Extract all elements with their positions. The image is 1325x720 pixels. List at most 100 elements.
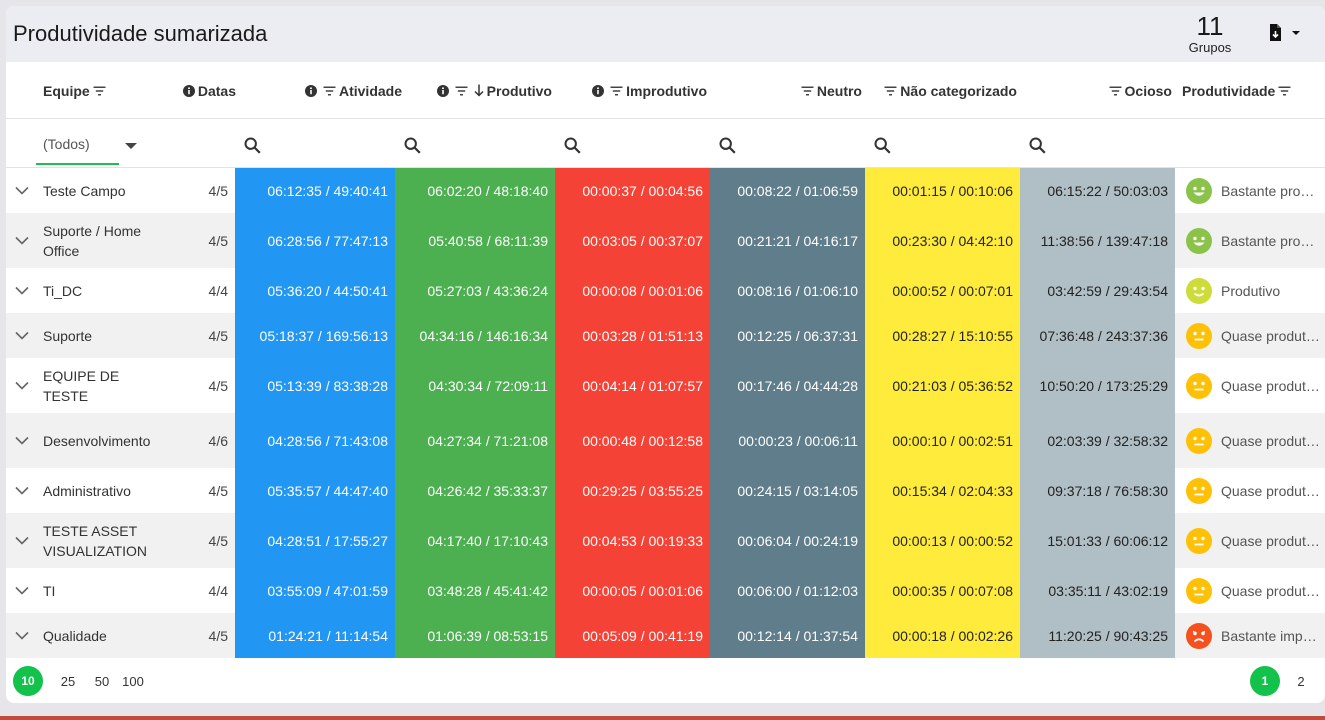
column-label: Produtivo [486, 82, 552, 99]
expand-row-button[interactable] [12, 313, 32, 358]
expand-row-button[interactable] [12, 413, 32, 468]
column-header-ocioso[interactable]: Ocioso [1026, 62, 1172, 119]
neutro-value: 00:08:16 / 01:06:10 [710, 268, 865, 313]
search-icon [1029, 137, 1046, 154]
expand-row-button[interactable] [12, 513, 32, 568]
produtivo-value: 04:34:16 / 146:16:34 [395, 313, 555, 358]
productivity-label: Quase produtivo [1221, 582, 1321, 599]
dates-value: 4/4 [208, 282, 228, 299]
atividade-value: 05:13:39 / 83:38:28 [235, 358, 395, 413]
table-row[interactable]: Suporte 4/5 05:18:37 / 169:56:13 04:34:16 /… [6, 313, 1325, 358]
produtivo-value: 01:06:39 / 08:53:15 [395, 613, 555, 658]
expand-row-button[interactable] [12, 268, 32, 313]
ocioso-value: 06:15:22 / 50:03:03 [1020, 168, 1175, 213]
search-produtivo-button[interactable] [404, 137, 421, 159]
productivity-face [1186, 227, 1212, 254]
filter-nao-categorizado-icon[interactable] [884, 85, 897, 96]
search-neutro-button[interactable] [719, 137, 736, 159]
column-label: Atividade [338, 82, 402, 99]
table-row[interactable]: EQUIPE DE TESTE 4/5 05:13:39 / 83:38:28 04:… [6, 358, 1325, 413]
info-icon[interactable] [304, 84, 317, 97]
page-size-option[interactable]: 100 [122, 673, 144, 689]
chevron-down-icon [15, 331, 29, 340]
ocioso-value: 03:42:59 / 29:43:54 [1020, 268, 1175, 313]
table-row[interactable]: Teste Campo 4/5 06:12:35 / 49:40:41 06:02:2… [6, 168, 1325, 213]
team-name: Qualidade [43, 627, 107, 644]
table-row[interactable]: Administrativo 4/5 05:35:57 / 44:47:40 04:2… [6, 468, 1325, 513]
atividade-value: 01:24:21 / 11:14:54 [235, 613, 395, 658]
table-row[interactable]: Suporte / Home Office 4/5 06:28:56 / 77:47… [6, 213, 1325, 268]
page-size-option[interactable]: 25 [60, 673, 76, 689]
column-header-improdutivo[interactable]: Improdutivo [561, 62, 707, 119]
dates-value: 4/5 [208, 182, 228, 199]
table-row[interactable]: TI 4/4 03:55:09 / 47:01:59 03:48:28 / 45:41… [6, 568, 1325, 613]
arrow-down-icon[interactable] [474, 84, 484, 97]
column-header-atividade[interactable]: Atividade [242, 62, 402, 119]
column-header-equipe[interactable]: Equipe [43, 62, 163, 119]
table-row[interactable]: TESTE ASSET VISUALIZATION 4/5 04:28:51 / 1… [6, 513, 1325, 568]
page-button[interactable]: 1 [1250, 666, 1280, 696]
title-bar: Produtividade sumarizada 11 Grupos [6, 6, 1325, 62]
info-icon[interactable] [592, 84, 605, 97]
search-ocioso-button[interactable] [1029, 137, 1046, 159]
expand-row-button[interactable] [12, 213, 32, 268]
improdutivo-value: 00:00:48 / 00:12:58 [555, 413, 710, 468]
column-header-datas[interactable]: Datas [156, 62, 236, 119]
table-row[interactable]: Qualidade 4/5 01:24:21 / 11:14:54 01:06:39 … [6, 613, 1325, 658]
team-name: TI [43, 582, 56, 599]
filter-produtividade-icon[interactable] [1278, 85, 1291, 96]
column-header-produtividade[interactable]: Produtividade [1182, 62, 1302, 119]
search-atividade-button[interactable] [244, 137, 261, 159]
productivity-label: Quase produtivo [1221, 432, 1321, 449]
productivity-label: Produtivo [1221, 282, 1281, 299]
productivity-cell: Quase produtivo [1178, 413, 1325, 468]
expand-row-button[interactable] [12, 358, 32, 413]
improdutivo-value: 00:04:53 / 00:19:33 [555, 513, 710, 568]
team-filter-select[interactable]: (Todos) [36, 129, 137, 165]
sad-face-icon [1186, 622, 1212, 649]
column-header-produtivo[interactable]: Produtivo [402, 62, 552, 119]
dates-value: 4/6 [208, 432, 228, 449]
productivity-face [1186, 177, 1212, 204]
productivity-label: Quase produtivo [1221, 482, 1321, 499]
export-button[interactable] [1268, 23, 1302, 43]
productivity-label: Quase produtivo [1221, 532, 1321, 549]
nao-categorizado-value: 00:15:34 / 02:04:33 [865, 468, 1020, 513]
expand-row-button[interactable] [12, 468, 32, 513]
info-icon[interactable] [182, 84, 195, 97]
productivity-face [1186, 427, 1212, 454]
productivity-cell: Quase produtivo [1178, 568, 1325, 613]
filter-atividade-icon[interactable] [323, 85, 336, 96]
productivity-face [1186, 622, 1212, 649]
chevron-down-icon [15, 486, 29, 495]
filter-produtivo-icon[interactable] [455, 85, 468, 96]
page-size-option[interactable]: 10 [13, 666, 43, 696]
column-header-nao-categorizado[interactable]: Não categorizado [872, 62, 1017, 119]
produtivo-value: 06:02:20 / 48:18:40 [395, 168, 555, 213]
neutral-face-icon [1186, 427, 1212, 454]
neutro-value: 00:17:46 / 04:44:28 [710, 358, 865, 413]
expand-row-button[interactable] [12, 168, 32, 213]
info-icon[interactable] [436, 84, 449, 97]
page-button[interactable]: 2 [1297, 673, 1305, 689]
nao-categorizado-value: 00:00:35 / 00:07:08 [865, 568, 1020, 613]
filter-improdutivo-icon[interactable] [610, 85, 623, 96]
column-label: Ocioso [1124, 82, 1172, 99]
improdutivo-value: 00:05:09 / 00:41:19 [555, 613, 710, 658]
search-improdutivo-button[interactable] [564, 137, 581, 159]
page-size-option[interactable]: 50 [94, 673, 110, 689]
table-row[interactable]: Desenvolvimento 4/6 04:28:56 / 71:43:08 04:… [6, 413, 1325, 468]
column-header-neutro[interactable]: Neutro [716, 62, 862, 119]
expand-row-button[interactable] [12, 613, 32, 658]
expand-row-button[interactable] [12, 568, 32, 613]
team-name: Desenvolvimento [43, 432, 151, 449]
search-nao-categorizado-button[interactable] [874, 137, 891, 159]
table-row[interactable]: Ti_DC 4/4 05:36:20 / 44:50:41 05:27:03 / 43… [6, 268, 1325, 313]
productivity-cell: Quase produtivo [1178, 468, 1325, 513]
bottom-accent-line [0, 716, 1325, 720]
filter-ocioso-icon[interactable] [1109, 85, 1122, 96]
filter-neutro-icon[interactable] [801, 85, 814, 96]
productivity-cell: Quase produtivo [1178, 313, 1325, 358]
table-footer: 10 25 50 100 1 2 [6, 657, 1325, 703]
filter-equipe-icon[interactable] [93, 85, 106, 96]
